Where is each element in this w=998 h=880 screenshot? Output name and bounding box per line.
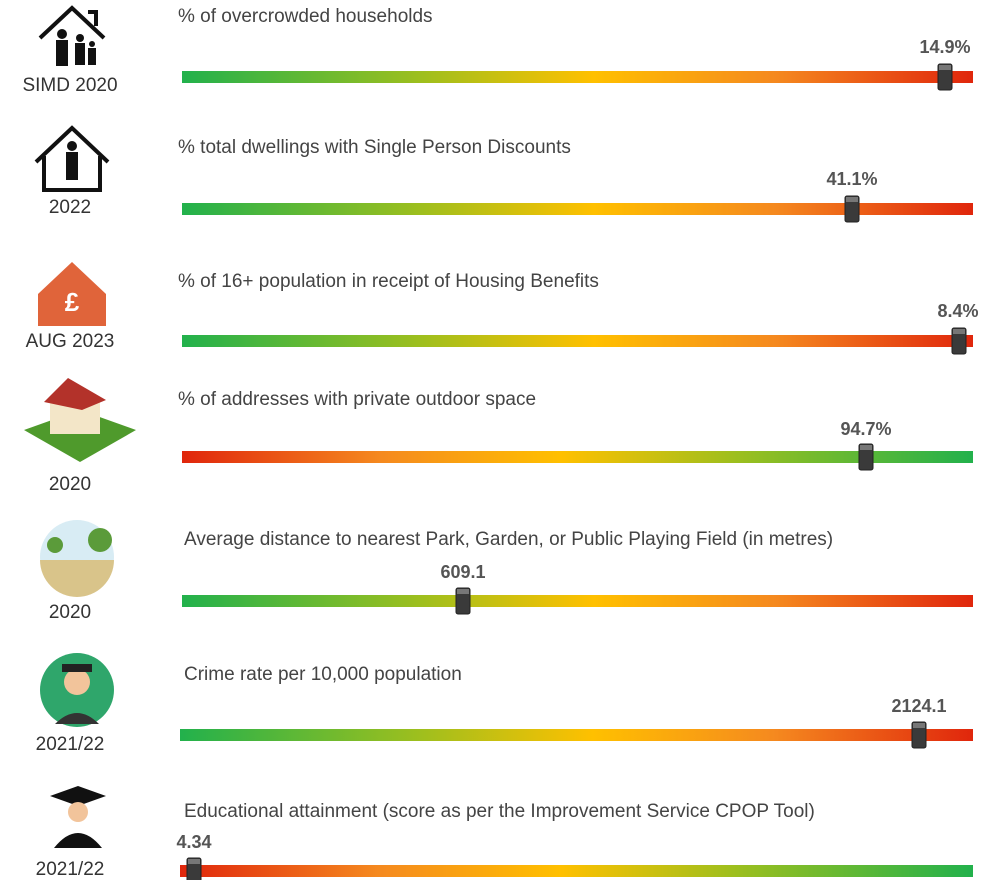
gauge-bar bbox=[182, 335, 973, 347]
indicator-title: Educational attainment (score as per the… bbox=[184, 801, 815, 822]
icon-police bbox=[40, 653, 114, 727]
indicator-title: Average distance to nearest Park, Garden… bbox=[184, 529, 833, 550]
gauge-bar bbox=[180, 729, 973, 741]
svg-text:£: £ bbox=[65, 287, 80, 317]
indicator-year: 2022 bbox=[49, 197, 91, 218]
indicator-year: 2021/22 bbox=[36, 859, 105, 880]
indicator-title: % total dwellings with Single Person Dis… bbox=[178, 137, 571, 158]
indicator-year: SIMD 2020 bbox=[22, 75, 117, 96]
indicator-year: 2020 bbox=[49, 602, 91, 623]
indicator-year: 2021/22 bbox=[36, 734, 105, 755]
icon-family bbox=[40, 8, 104, 66]
gauge-marker-cap bbox=[860, 445, 872, 450]
gauge-bar bbox=[180, 865, 973, 877]
icon-benefit-house: £ bbox=[38, 262, 106, 326]
indicator-title: % of overcrowded households bbox=[178, 6, 433, 27]
indicator-value: 2124.1 bbox=[891, 696, 946, 716]
indicator-value: 609.1 bbox=[440, 562, 485, 582]
indicator-value: 41.1% bbox=[826, 169, 877, 189]
gauge-marker-cap bbox=[188, 859, 200, 864]
gauge-marker-cap bbox=[457, 589, 469, 594]
gauge-bar bbox=[182, 595, 973, 607]
icon-park bbox=[40, 520, 114, 597]
icon-garden-house bbox=[24, 378, 136, 462]
indicator-title: % of addresses with private outdoor spac… bbox=[178, 389, 536, 410]
indicator-value: 14.9% bbox=[919, 37, 970, 57]
indicator-value: 94.7% bbox=[840, 419, 891, 439]
gauge-marker-cap bbox=[953, 329, 965, 334]
indicator-value: 8.4% bbox=[937, 301, 978, 321]
gauge-marker-cap bbox=[846, 197, 858, 202]
gauge-marker-cap bbox=[913, 723, 925, 728]
gauge-bar bbox=[182, 71, 973, 83]
gauge-bar bbox=[182, 451, 973, 463]
gauge-marker-cap bbox=[939, 65, 951, 70]
icon-graduate bbox=[50, 786, 106, 848]
indicator-title: Crime rate per 10,000 population bbox=[184, 664, 462, 685]
indicator-value: 4.34 bbox=[176, 832, 211, 852]
indicator-year: AUG 2023 bbox=[26, 331, 115, 352]
indicator-title: % of 16+ population in receipt of Housin… bbox=[178, 271, 599, 292]
icon-single-person bbox=[36, 128, 108, 190]
indicator-year: 2020 bbox=[49, 474, 91, 495]
dashboard: £ SIMD 2020 % of overcrowded households 14… bbox=[0, 0, 998, 880]
